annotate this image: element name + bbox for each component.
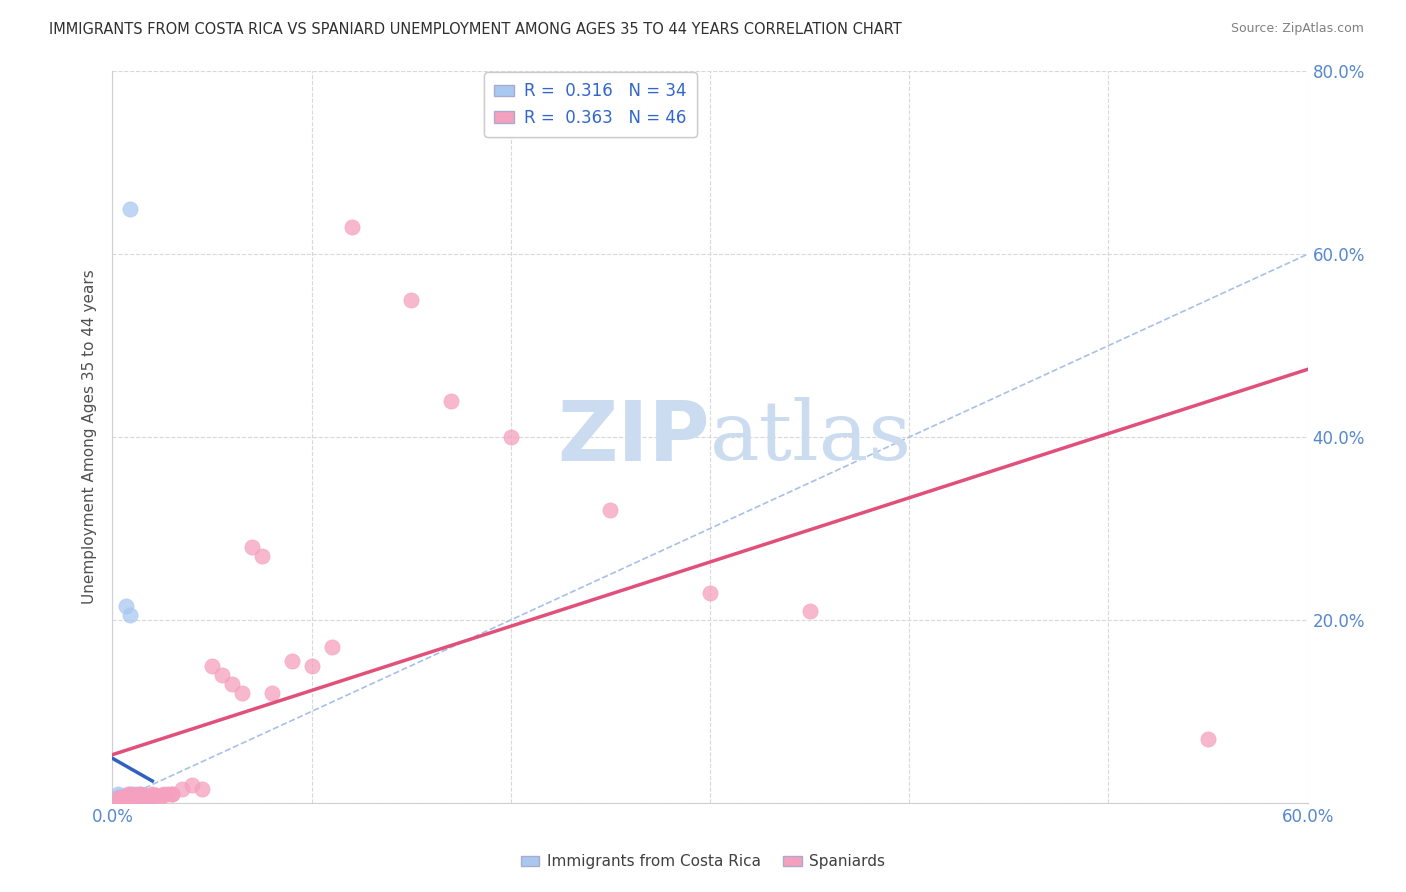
Point <box>162 787 183 801</box>
Point <box>141 787 163 801</box>
Point <box>125 789 148 804</box>
Point <box>131 789 153 803</box>
Point <box>114 791 135 805</box>
Point <box>110 789 132 804</box>
Point <box>191 782 214 797</box>
Point <box>110 791 132 805</box>
Point <box>131 789 153 804</box>
Point <box>131 789 153 803</box>
Point <box>111 791 134 805</box>
Point <box>111 791 134 805</box>
Point <box>114 791 135 805</box>
Text: IMMIGRANTS FROM COSTA RICA VS SPANIARD UNEMPLOYMENT AMONG AGES 35 TO 44 YEARS CO: IMMIGRANTS FROM COSTA RICA VS SPANIARD U… <box>49 22 903 37</box>
Point <box>120 202 142 216</box>
Point <box>240 540 263 554</box>
Point <box>121 787 143 801</box>
Point <box>134 791 156 805</box>
Point <box>135 791 157 805</box>
Point <box>111 791 134 805</box>
Point <box>153 787 176 801</box>
Text: atlas: atlas <box>710 397 912 477</box>
Point <box>120 787 142 801</box>
Point <box>145 789 167 803</box>
Legend: Immigrants from Costa Rica, Spaniards: Immigrants from Costa Rica, Spaniards <box>515 848 891 875</box>
Point <box>231 686 253 700</box>
Point <box>141 789 163 803</box>
Point <box>211 667 233 681</box>
Point <box>121 791 143 805</box>
Point <box>114 791 135 805</box>
Point <box>221 677 243 691</box>
Point <box>115 599 138 614</box>
Point <box>138 791 160 805</box>
Text: ZIP: ZIP <box>558 397 710 477</box>
Point <box>107 787 129 801</box>
Point <box>121 791 143 805</box>
Point <box>129 791 152 805</box>
Point <box>115 791 138 805</box>
Text: Source: ZipAtlas.com: Source: ZipAtlas.com <box>1230 22 1364 36</box>
Point <box>125 787 148 801</box>
Point <box>260 686 283 700</box>
Point <box>499 430 522 444</box>
Point <box>129 787 152 801</box>
Point <box>107 791 129 805</box>
Point <box>125 791 148 805</box>
Point <box>117 787 139 801</box>
Point <box>127 791 149 805</box>
Point <box>105 791 128 805</box>
Point <box>181 778 204 792</box>
Point <box>401 293 423 307</box>
Point <box>162 787 183 801</box>
Point <box>117 791 139 805</box>
Point <box>115 791 138 805</box>
Point <box>301 658 323 673</box>
Point <box>138 791 160 805</box>
Point <box>157 787 180 801</box>
Point <box>117 791 139 805</box>
Point <box>321 640 343 655</box>
Point <box>599 503 621 517</box>
Point <box>105 791 128 805</box>
Point <box>134 791 156 805</box>
Legend: R =  0.316   N = 34, R =  0.363   N = 46: R = 0.316 N = 34, R = 0.363 N = 46 <box>484 72 697 136</box>
Point <box>134 789 156 803</box>
Point <box>110 791 132 805</box>
Point <box>117 791 139 805</box>
Point <box>281 654 304 668</box>
Point <box>1197 731 1219 746</box>
Point <box>201 658 224 673</box>
Point <box>124 791 146 805</box>
Point <box>172 782 194 797</box>
Point <box>129 787 152 801</box>
Y-axis label: Unemployment Among Ages 35 to 44 years: Unemployment Among Ages 35 to 44 years <box>82 269 97 605</box>
Point <box>250 549 273 563</box>
Point <box>124 791 146 805</box>
Point <box>440 393 463 408</box>
Point <box>699 585 721 599</box>
Point <box>115 791 138 805</box>
Point <box>115 789 138 804</box>
Point <box>107 791 129 805</box>
Point <box>149 791 172 805</box>
Point <box>150 789 173 803</box>
Point <box>127 791 149 805</box>
Point <box>799 604 821 618</box>
Point <box>340 219 363 234</box>
Point <box>121 789 143 804</box>
Point <box>111 791 134 805</box>
Point <box>120 608 142 623</box>
